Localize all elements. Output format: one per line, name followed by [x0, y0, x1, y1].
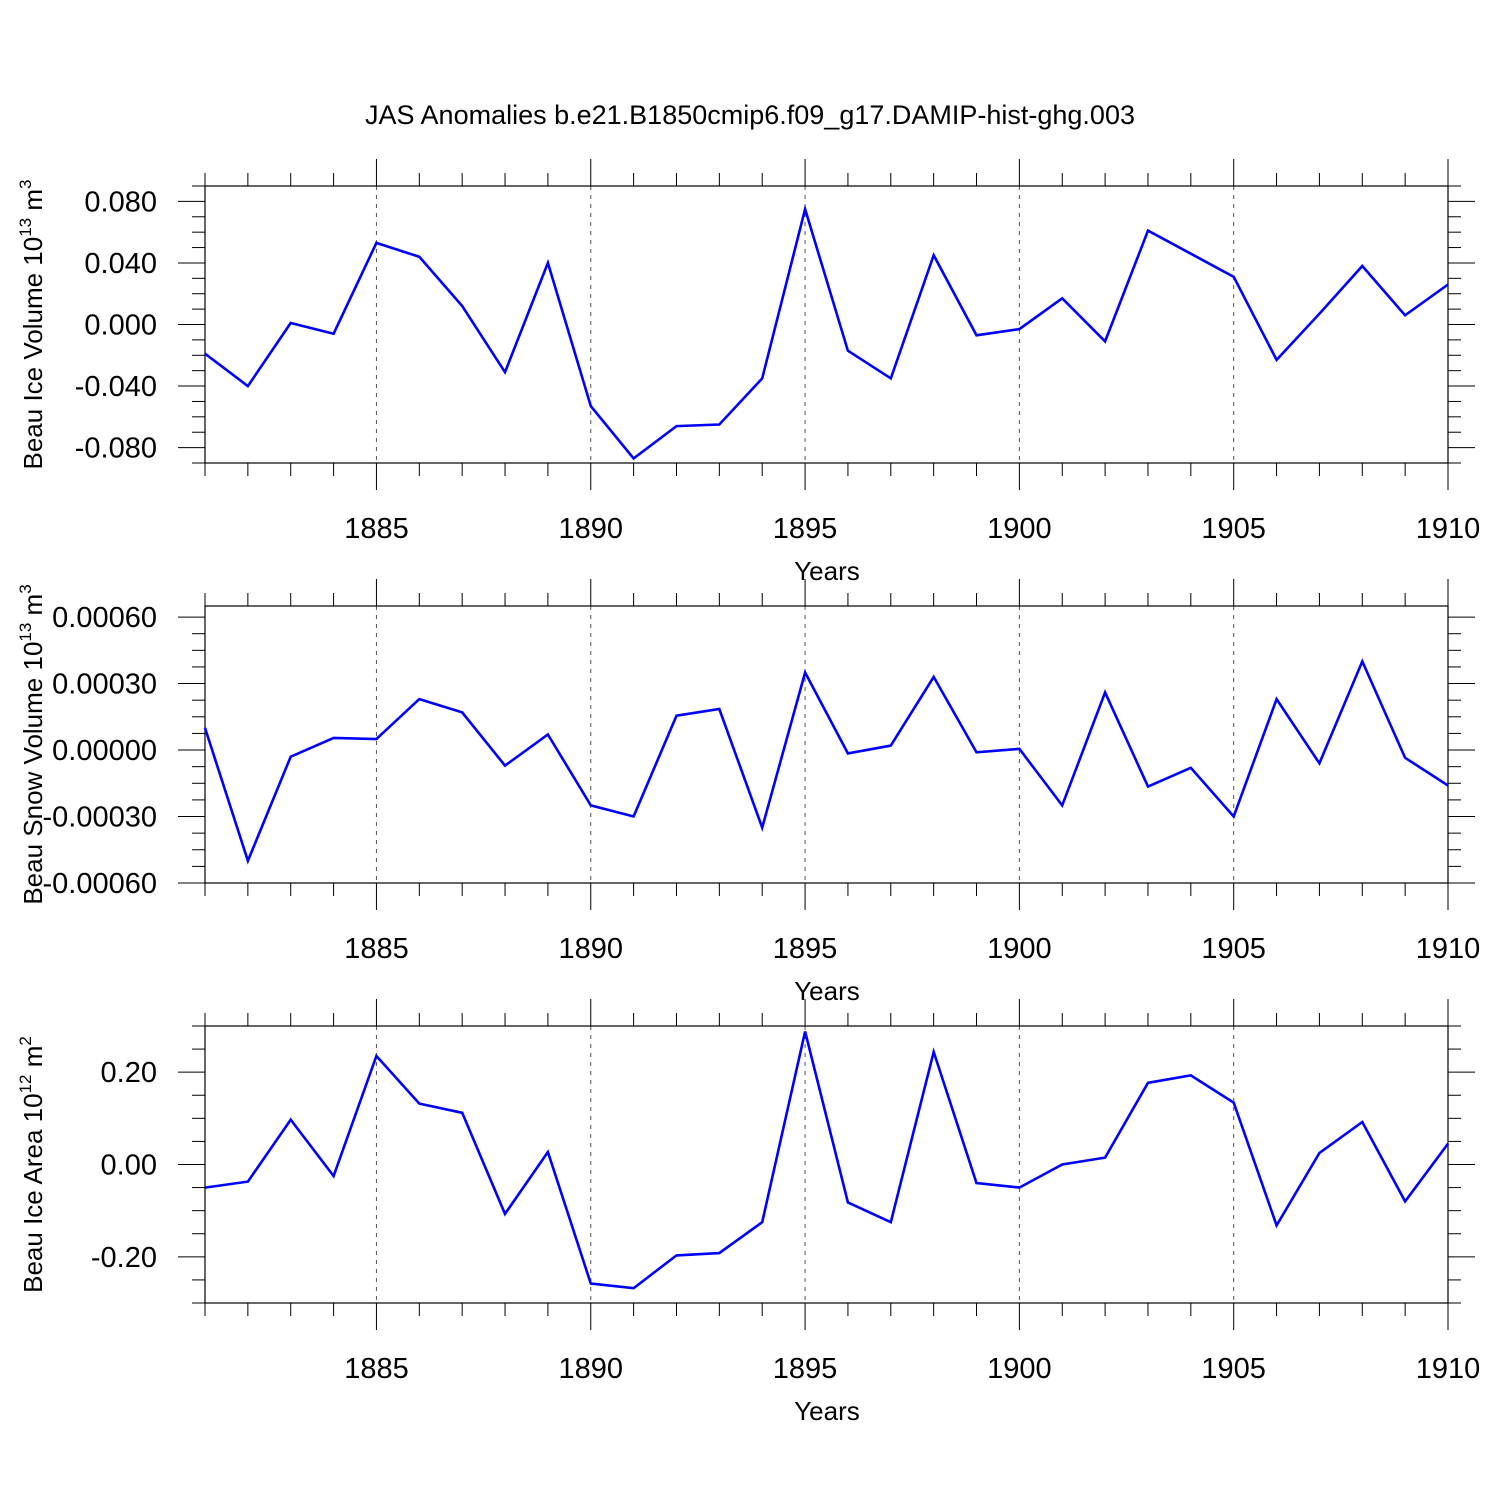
plot-frame	[204, 185, 1449, 464]
y-axis-label: Beau Ice Volume 1013 m3	[16, 180, 48, 470]
x-axis-label: Years	[794, 1396, 860, 1426]
x-tick-label: 1895	[773, 1353, 838, 1385]
panel-3: -0.20 0.00 0.20 1885 1890 1895 1900 1905 1910 Yea…	[16, 999, 1480, 1426]
y-tick-label: -0.080	[75, 433, 157, 465]
panel-1: -0.080 -0.040 0.000 0.040 0.080 1885 1890 1895 1…	[16, 159, 1480, 586]
x-tick-label: 1885	[344, 1353, 409, 1385]
x-tick-label: 1890	[559, 1353, 624, 1385]
plot-frame	[204, 605, 1449, 884]
chart-title: JAS Anomalies b.e21.B1850cmip6.f09_g17.D…	[365, 100, 1135, 130]
x-tick-label: 1900	[987, 513, 1052, 545]
y-tick-label: 0.040	[84, 248, 157, 280]
y-axis-label: Beau Ice Area 1012 m2	[16, 1036, 48, 1293]
x-tick-label: 1905	[1201, 513, 1266, 545]
y-tick-label: -0.20	[91, 1242, 157, 1274]
x-tick-label: 1885	[344, 513, 409, 545]
x-tick-label: 1905	[1201, 1353, 1266, 1385]
x-tick-label: 1910	[1416, 1353, 1481, 1385]
x-tick-label: 1910	[1416, 933, 1481, 965]
x-tick-label: 1890	[559, 513, 624, 545]
series-line	[204, 1031, 1450, 1290]
panel-2: -0.00060 -0.00030 0.00000 0.00030 0.00060 188…	[16, 579, 1480, 1006]
x-tick-label: 1900	[987, 933, 1052, 965]
y-tick-label: -0.00060	[43, 868, 158, 900]
y-tick-label: 0.00030	[52, 669, 157, 701]
y-tick-label: 0.00	[101, 1150, 157, 1182]
y-tick-label: 0.00000	[52, 735, 157, 767]
y-tick-label: 0.000	[84, 310, 157, 342]
series-line	[203, 658, 1449, 865]
y-tick-label: 0.20	[101, 1057, 157, 1089]
x-tick-label: 1895	[773, 513, 838, 545]
x-tick-label: 1910	[1416, 513, 1481, 545]
plot-frame	[204, 1025, 1449, 1304]
x-tick-label: 1900	[987, 1353, 1052, 1385]
y-axis-label: Beau Snow Volume 1013 m3	[16, 584, 48, 904]
series-line	[204, 204, 1449, 461]
y-tick-label: 0.00060	[52, 602, 157, 634]
x-tick-label: 1890	[559, 933, 624, 965]
x-axis-label: Years	[794, 556, 860, 586]
x-tick-label: 1905	[1201, 933, 1266, 965]
x-tick-label: 1885	[344, 933, 409, 965]
y-tick-label: -0.00030	[43, 802, 158, 834]
y-tick-label: -0.040	[75, 371, 157, 403]
x-tick-label: 1895	[773, 933, 838, 965]
y-tick-label: 0.080	[84, 186, 157, 218]
x-axis-label: Years	[794, 976, 860, 1006]
